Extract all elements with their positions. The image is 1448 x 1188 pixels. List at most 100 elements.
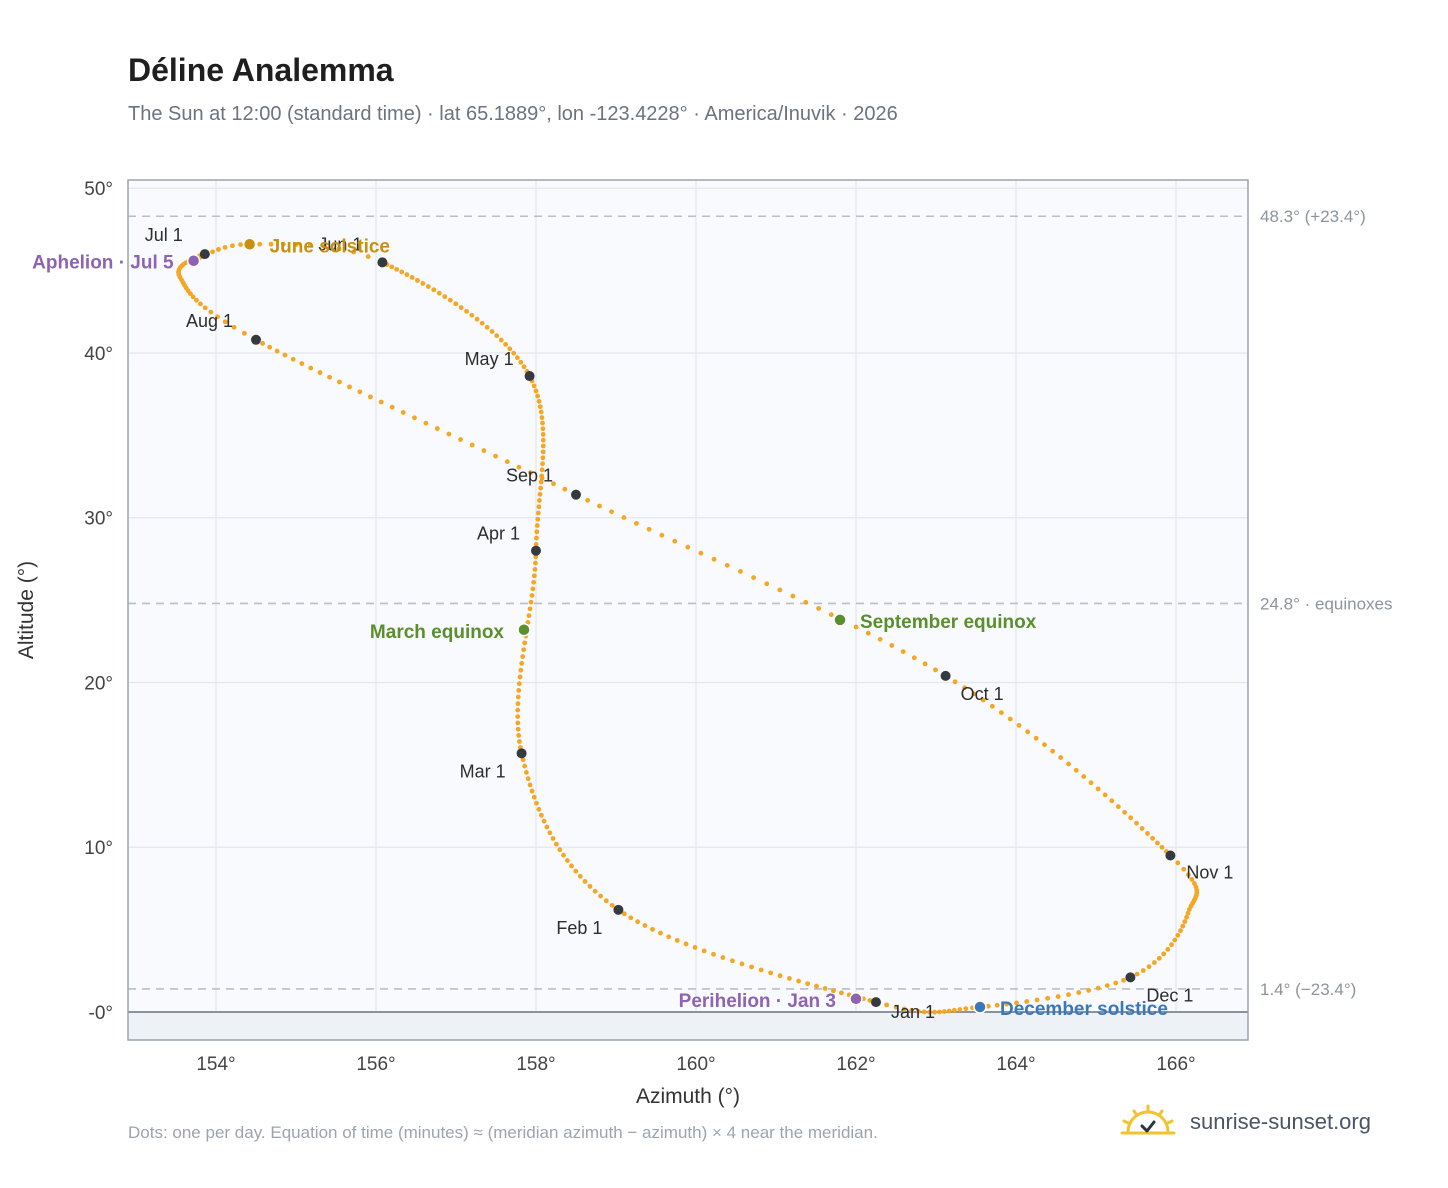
daily-position-dot [1184, 914, 1189, 920]
month-marker-label: Oct 1 [961, 684, 1004, 704]
daily-position-dot [609, 509, 615, 515]
daily-position-dot [592, 888, 598, 894]
daily-position-dot [553, 841, 559, 847]
daily-position-dot [536, 806, 542, 812]
daily-position-dot [642, 923, 648, 928]
chart-subtitle: The Sun at 12:00 (standard time) · lat 6… [128, 103, 898, 125]
month-marker-label: Feb 1 [556, 918, 602, 938]
month-marker [531, 545, 541, 556]
daily-position-dot [822, 986, 828, 991]
daily-position-dot [425, 284, 431, 289]
daily-position-dot [533, 560, 538, 566]
daily-position-dot [1058, 755, 1064, 760]
daily-position-dot [534, 529, 540, 535]
event-label: Aphelion · Jul 5 [32, 253, 174, 274]
daily-position-dot [540, 426, 546, 432]
daily-position-dot [1180, 923, 1186, 929]
month-marker-label: Jul 1 [145, 225, 183, 245]
daily-position-dot [515, 701, 521, 707]
daily-position-dot [635, 919, 641, 925]
daily-position-dot [458, 437, 463, 442]
daily-position-dot [730, 958, 735, 964]
daily-position-dot [453, 301, 459, 307]
daily-position-dot [531, 579, 537, 585]
daily-position-dot [257, 241, 263, 247]
daily-position-dot [921, 1009, 927, 1015]
daily-position-dot [585, 497, 591, 503]
daily-position-dot [796, 978, 802, 984]
daily-position-dot [1095, 786, 1101, 792]
daily-position-dot [531, 573, 537, 579]
daily-position-dot [577, 873, 583, 879]
daily-position-dot [1066, 761, 1071, 767]
daily-position-dot [537, 498, 542, 503]
daily-position-dot [941, 1009, 947, 1014]
event-marker [186, 253, 201, 268]
daily-position-dot [720, 955, 726, 960]
below-horizon-band [128, 1011, 1248, 1040]
daily-position-dot [565, 858, 570, 863]
daily-position-dot [442, 294, 448, 300]
event-label: Perihelion · Jan 3 [679, 991, 836, 1012]
chart-title: Déline Analemma [128, 52, 394, 88]
daily-position-dot [515, 726, 521, 732]
daily-position-dot [980, 697, 986, 703]
daily-position-dot [1014, 1000, 1019, 1006]
reference-line-label: 24.8° · equinoxes [1260, 594, 1393, 613]
daily-position-dot [1161, 951, 1167, 957]
daily-position-dot [511, 350, 517, 356]
month-marker-label: Mar 1 [460, 761, 506, 781]
daily-position-dot [1181, 866, 1187, 872]
daily-position-dot [787, 976, 792, 981]
daily-position-dot [540, 449, 546, 455]
daily-position-dot [533, 541, 539, 547]
daily-position-dot [674, 937, 680, 943]
daily-position-dot [529, 788, 535, 794]
daily-position-dot [515, 707, 521, 713]
daily-position-dot [777, 587, 783, 593]
x-tick-label: 160° [676, 1054, 715, 1075]
daily-position-dot [423, 420, 429, 426]
daily-position-dot [241, 330, 247, 336]
x-tick-label: 158° [516, 1054, 555, 1075]
daily-position-dot [357, 389, 363, 395]
daily-position-dot [764, 581, 770, 587]
daily-position-dot [646, 526, 652, 532]
daily-position-dot [210, 249, 216, 255]
daily-position-dot [535, 393, 541, 399]
daily-position-dot [544, 824, 550, 830]
daily-position-dot [952, 679, 958, 685]
daily-position-dot [877, 636, 883, 642]
daily-position-dot [208, 309, 214, 315]
daily-position-dot [525, 776, 531, 782]
daily-position-dot [521, 647, 527, 653]
daily-position-dot [538, 479, 544, 485]
daily-position-dot [517, 739, 522, 744]
daily-position-dot [479, 320, 485, 326]
daily-position-dot [962, 685, 967, 691]
daily-position-dot [267, 344, 273, 350]
event-label: June solstice [270, 236, 390, 257]
x-axis-label: Azimuth (°) [636, 1085, 740, 1108]
daily-position-dot [526, 613, 532, 619]
daily-position-dot [989, 703, 995, 709]
daily-position-dot [202, 305, 208, 311]
daily-position-dot [698, 550, 704, 556]
x-tick-label: 162° [836, 1054, 875, 1075]
daily-position-dot [1076, 990, 1082, 995]
brand[interactable]: sunrise-sunset.org [1120, 1104, 1371, 1140]
daily-position-dot [739, 961, 745, 967]
daily-position-dot [951, 1007, 957, 1013]
daily-position-dot [518, 359, 524, 365]
event-marker [517, 623, 531, 637]
y-tick-label: 20° [84, 673, 113, 694]
daily-position-dot [922, 661, 928, 667]
daily-position-dot [909, 1007, 915, 1013]
brand-name[interactable]: sunrise-sunset.org [1190, 1109, 1371, 1134]
daily-position-dot [389, 404, 395, 410]
daily-position-dot [1159, 844, 1165, 850]
month-marker-label: Nov 1 [1186, 862, 1233, 882]
daily-position-dot [711, 951, 716, 957]
daily-position-dot [957, 1007, 963, 1012]
